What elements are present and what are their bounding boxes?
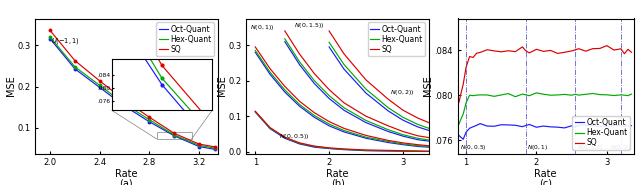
Legend: Oct-Quant, Hex-Quant, SQ: Oct-Quant, Hex-Quant, SQ [368,22,425,56]
Text: $\mathit{N}(0,1)$: $\mathit{N}(0,1)$ [527,143,548,152]
X-axis label: Rate: Rate [534,169,557,179]
Y-axis label: MSE: MSE [217,76,227,96]
Text: $\mathit{N}(0,0.5)$: $\mathit{N}(0,0.5)$ [460,143,487,152]
Text: $\mathit{N}(0,1.5)$: $\mathit{N}(0,1.5)$ [577,143,603,152]
Text: (a): (a) [120,178,133,185]
Text: (c): (c) [539,178,552,185]
Text: $\mathit{U}(-1,1)$: $\mathit{U}(-1,1)$ [51,36,80,46]
Text: $\mathit{N}(0,1.5))$: $\mathit{N}(0,1.5))$ [294,21,324,30]
Y-axis label: MSE: MSE [423,76,433,96]
Text: (b): (b) [331,178,344,185]
Text: $\mathit{N}(0,2)$: $\mathit{N}(0,2)$ [611,143,631,152]
Legend: Oct-Quant, Hex-Quant, SQ: Oct-Quant, Hex-Quant, SQ [573,116,630,150]
X-axis label: Rate: Rate [326,169,349,179]
Y-axis label: MSE: MSE [6,76,16,96]
Text: $\mathit{N}(0,1))$: $\mathit{N}(0,1))$ [250,23,275,32]
X-axis label: Rate: Rate [115,169,138,179]
Legend: Oct-Quant, Hex-Quant, SQ: Oct-Quant, Hex-Quant, SQ [157,22,214,56]
Text: $\mathit{N}(0,0.5))$: $\mathit{N}(0,0.5))$ [279,132,309,141]
Text: $\mathit{N}(0,2))$: $\mathit{N}(0,2))$ [390,88,414,97]
